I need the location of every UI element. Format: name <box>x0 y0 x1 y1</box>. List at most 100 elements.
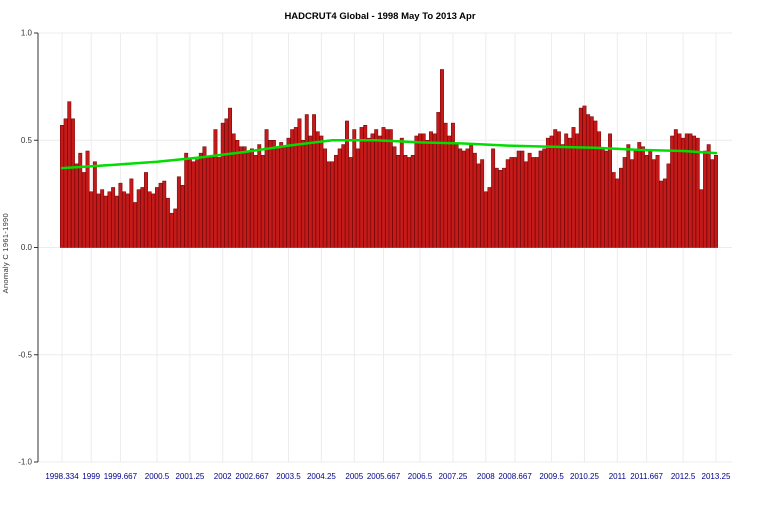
anomaly-bar <box>604 150 609 248</box>
anomaly-bar <box>440 69 444 248</box>
anomaly-bar <box>319 135 324 248</box>
anomaly-bar <box>60 124 64 248</box>
anomaly-bar <box>695 137 700 248</box>
anomaly-bar <box>432 133 437 248</box>
anomaly-bar <box>334 155 338 248</box>
anomaly-bar <box>151 193 156 248</box>
anomaly-bar <box>228 107 232 248</box>
anomaly-bar <box>330 161 335 248</box>
anomaly-bar <box>648 150 653 248</box>
anomaly-bar <box>366 137 371 248</box>
anomaly-bar <box>589 116 594 248</box>
anomaly-bar <box>640 146 645 248</box>
anomaly-bar <box>681 137 686 248</box>
anomaly-bar <box>388 129 393 248</box>
y-tick-label: -0.5 <box>18 350 32 359</box>
anomaly-bar <box>180 185 185 248</box>
anomaly-bar <box>381 127 386 248</box>
anomaly-bar <box>326 161 331 248</box>
anomaly-bar <box>198 152 203 248</box>
anomaly-bar <box>89 191 94 248</box>
anomaly-bar <box>301 140 306 248</box>
anomaly-bar <box>352 129 357 248</box>
anomaly-bar <box>304 114 309 248</box>
anomaly-bar <box>710 159 715 248</box>
trend-line <box>60 139 718 170</box>
anomaly-bar <box>140 187 145 248</box>
anomaly-bar <box>184 152 189 248</box>
anomaly-bar <box>633 148 638 248</box>
x-tick-label: 2008 <box>477 472 495 481</box>
anomaly-bar <box>63 118 68 248</box>
anomaly-bar <box>714 155 718 248</box>
anomaly-bar <box>202 146 207 248</box>
anomaly-bar <box>187 159 192 248</box>
anomaly-bar <box>619 167 623 248</box>
x-tick-label: 1998.334 <box>45 472 79 481</box>
anomaly-bar <box>271 140 276 248</box>
anomaly-bar <box>662 178 667 248</box>
anomaly-bar <box>242 146 247 248</box>
anomaly-bar <box>213 129 218 248</box>
y-tick-label: 0.0 <box>21 243 33 252</box>
anomaly-bar <box>92 161 97 248</box>
anomaly-bar <box>114 195 119 248</box>
x-tick-label: 1999 <box>82 472 100 481</box>
anomaly-bar <box>498 170 503 248</box>
anomaly-bar <box>513 157 517 248</box>
anomaly-bar <box>458 148 463 248</box>
anomaly-bar <box>136 189 141 248</box>
anomaly-bar <box>392 146 397 248</box>
anomaly-bar <box>235 140 240 248</box>
anomaly-bar <box>337 148 342 248</box>
anomaly-bar <box>582 105 587 248</box>
anomaly-bar <box>516 150 521 248</box>
anomaly-bar <box>626 144 631 248</box>
anomaly-bar <box>282 146 287 248</box>
anomaly-bar <box>564 133 569 248</box>
anomaly-bar <box>173 208 178 248</box>
anomaly-bar <box>407 157 412 248</box>
anomaly-bar <box>593 120 598 248</box>
anomaly-bar <box>622 157 627 248</box>
anomaly-bar <box>144 172 148 248</box>
anomaly-bar <box>520 150 525 248</box>
anomaly-bar <box>494 167 499 248</box>
anomaly-bar <box>699 189 704 248</box>
anomaly-bar <box>465 148 470 248</box>
anomaly-bar <box>260 155 265 248</box>
x-tick-label: 2004.25 <box>307 472 336 481</box>
y-tick-label: 1.0 <box>21 29 33 38</box>
anomaly-bar <box>264 129 269 248</box>
anomaly-bar <box>165 197 170 248</box>
anomaly-bar <box>293 127 298 248</box>
anomaly-bar <box>651 159 656 248</box>
anomaly-bar <box>659 180 664 248</box>
anomaly-bar <box>206 157 211 248</box>
x-tick-label: 2012.5 <box>671 472 696 481</box>
anomaly-bar <box>535 157 539 248</box>
anomaly-bar <box>129 178 134 248</box>
anomaly-bar <box>70 118 75 248</box>
anomaly-bar <box>524 161 528 248</box>
anomaly-bar <box>410 155 415 248</box>
anomaly-bar <box>692 135 697 248</box>
anomaly-bar <box>275 148 280 248</box>
anomaly-bar <box>67 101 72 248</box>
anomaly-bar <box>615 178 620 248</box>
x-tick-label: 1999.667 <box>104 472 138 481</box>
anomaly-bar <box>509 157 514 248</box>
x-tick-label: 2001.25 <box>175 472 204 481</box>
anomaly-bar <box>644 155 649 248</box>
anomaly-bar <box>538 150 543 248</box>
anomaly-bar <box>454 144 459 248</box>
anomaly-bar <box>100 189 105 248</box>
anomaly-bar <box>286 137 291 248</box>
anomaly-bar <box>531 157 536 248</box>
anomaly-bar <box>502 167 507 248</box>
chart-title: HADCRUT4 Global - 1998 May To 2013 Apr <box>284 11 476 22</box>
anomaly-bar <box>81 172 86 248</box>
anomaly-bar <box>268 140 273 248</box>
anomaly-bar <box>341 144 346 248</box>
